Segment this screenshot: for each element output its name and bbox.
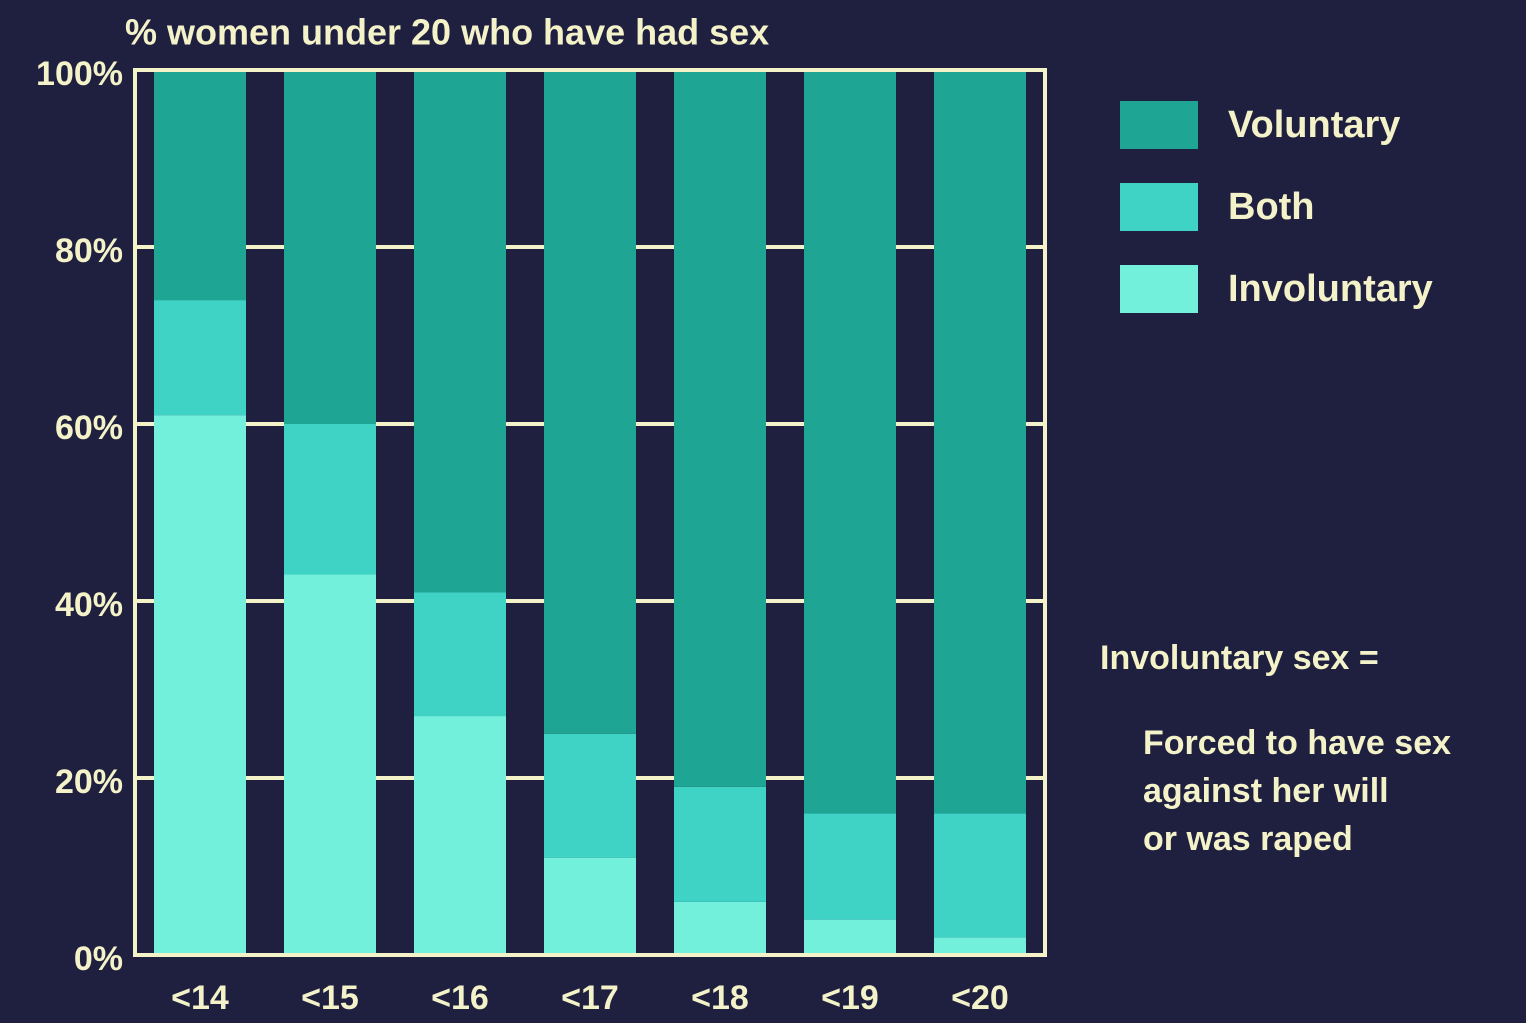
bar-segment [284,574,376,955]
bar-segment [674,901,766,955]
annotation-line: Forced to have sex [1143,724,1451,762]
bar-segment [804,70,896,814]
bar-segment [674,786,766,902]
bar-segment [544,857,636,955]
legend-label: Voluntary [1228,104,1400,146]
bar-segment [674,70,766,787]
legend-label: Involuntary [1228,268,1433,310]
chart-title: % women under 20 who have had sex [125,12,769,53]
bar-segment [414,716,506,955]
bar-segment [284,424,376,575]
bar-segment [154,300,246,416]
x-tick-label: <17 [561,979,619,1017]
annotation-heading: Involuntary sex = [1100,639,1379,677]
bar-segment [544,70,636,734]
x-tick-label: <18 [691,979,749,1017]
legend-label: Both [1228,186,1315,228]
y-tick-label: 60% [55,409,123,447]
legend-swatch [1120,183,1198,231]
x-tick-label: <19 [821,979,879,1017]
bar-segment [154,415,246,955]
legend-swatch [1120,101,1198,149]
plot-frame [133,68,1047,957]
annotation-line: or was raped [1143,820,1353,858]
bar-segment [934,813,1026,938]
annotation-line: against her will [1143,772,1389,810]
legend-swatch [1120,265,1198,313]
bar-segment [934,937,1026,955]
bar-segment [154,70,246,301]
bar-segment [414,592,506,717]
y-tick-label: 80% [55,232,123,270]
bar-segment [414,70,506,593]
bar-segment [804,919,896,955]
x-tick-label: <14 [171,979,229,1017]
y-tick-label: 0% [74,940,123,978]
bar-segment [544,733,636,858]
bar-segment [804,813,896,920]
x-tick-label: <16 [431,979,489,1017]
y-tick-label: 20% [55,763,123,801]
y-tick-label: 100% [36,55,123,93]
x-tick-label: <20 [951,979,1009,1017]
bar-segment [284,70,376,424]
y-tick-label: 40% [55,586,123,624]
bar-segment [934,70,1026,814]
x-tick-label: <15 [301,979,359,1017]
